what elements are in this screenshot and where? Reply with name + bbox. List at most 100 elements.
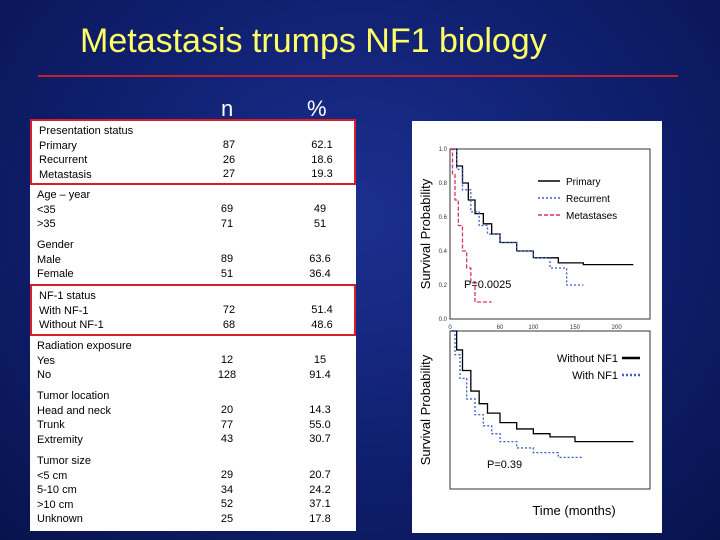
row-pct: 15 xyxy=(313,354,327,366)
row-pct: 20.7 xyxy=(309,469,331,481)
row-label: Extremity xyxy=(37,433,83,446)
survival-curve-metastases xyxy=(450,148,492,303)
row-pct: 63.6 xyxy=(309,253,331,265)
title-divider xyxy=(38,75,678,77)
table-section-presentation: Presentation status Primary Recurrent Me… xyxy=(30,119,356,185)
plot-frame xyxy=(449,148,651,320)
row-pct: 37.1 xyxy=(309,498,331,510)
row-pct: 51 xyxy=(313,217,327,230)
survival-plot-presentation: Survival Probability 0 60 100 150 200 0.0 0.2 0… xyxy=(418,147,651,331)
x-axis-label: Time (months) xyxy=(532,503,615,518)
row-label: >10 cm xyxy=(37,498,74,511)
x-tick-label: 60 xyxy=(497,325,504,331)
section-heading: NF-1 status xyxy=(39,290,96,302)
survival-plots: Survival Probability 0 60 100 150 200 0.0 0.2 0… xyxy=(418,147,651,518)
survival-plots-panel: Survival Probability 0 60 100 150 200 0.0 0.2 0… xyxy=(412,121,662,533)
row-pct: 91.4 xyxy=(309,368,331,381)
table-section-size: Tumor size <5 cm 5-10 cm >10 cm Unknown … xyxy=(30,451,356,531)
section-heading: Radiation exposure xyxy=(37,340,132,352)
row-n: 69 xyxy=(220,203,234,215)
row-n: 25 xyxy=(220,512,234,525)
row-label: <35 xyxy=(37,203,56,216)
legend-label: Primary xyxy=(566,177,600,188)
legend-label: With NF1 xyxy=(572,370,618,382)
row-label: Yes xyxy=(37,354,55,367)
row-label: Metastasis xyxy=(39,168,92,181)
survival-curve-recurrent xyxy=(450,148,584,286)
row-n: 128 xyxy=(217,368,237,381)
x-tick-label: 100 xyxy=(528,325,539,331)
y-axis-label: Survival Probability xyxy=(418,354,433,465)
row-pct: 19.3 xyxy=(311,168,333,180)
legend-label: Recurrent xyxy=(566,194,610,205)
row-label: With NF-1 xyxy=(39,304,89,317)
y-axis-label: Survival Probability xyxy=(418,178,433,289)
table-section-radiation: Radiation exposure Yes No 12 128 15 91.4 xyxy=(30,336,356,386)
row-label: 5-10 cm xyxy=(37,484,77,496)
p-value-annotation: P=0.0025 xyxy=(464,279,511,291)
row-n: 26 xyxy=(222,153,236,166)
row-pct: 36.4 xyxy=(309,267,331,280)
row-label: Unknown xyxy=(37,513,83,525)
slide-title: Metastasis trumps NF1 biology xyxy=(80,22,547,60)
row-n: 89 xyxy=(220,253,234,265)
table-section-age: Age – year <35 >35 69 71 49 51 xyxy=(30,185,356,235)
row-n: 43 xyxy=(220,433,234,445)
table-section-nf1: NF-1 status With NF-1 Without NF-1 72 68… xyxy=(30,284,356,336)
legend-label: Without NF1 xyxy=(557,353,618,365)
row-pct: 18.6 xyxy=(311,153,333,166)
y-tick-label: 0.0 xyxy=(439,317,448,323)
survival-curve-primary xyxy=(450,148,634,266)
y-tick-label: 0.8 xyxy=(439,181,448,187)
row-n: 34 xyxy=(220,483,234,496)
section-heading: Age – year xyxy=(37,189,91,201)
row-n: 87 xyxy=(222,139,236,151)
table-section-location: Tumor location Head and neck Trunk Extre… xyxy=(30,386,356,450)
row-label: >35 xyxy=(37,218,56,230)
y-tick-label: 0.2 xyxy=(439,283,448,289)
row-label: Recurrent xyxy=(39,154,88,166)
survival-curve-with-nf1 xyxy=(450,330,584,459)
p-value-annotation: P=0.39 xyxy=(487,459,522,471)
row-n: 72 xyxy=(222,304,236,316)
y-tick-label: 1.0 xyxy=(439,147,448,153)
row-n: 77 xyxy=(220,418,234,431)
x-tick-label: 200 xyxy=(612,325,623,331)
row-n: 68 xyxy=(222,318,236,331)
survival-plot-nf1: Survival Probability Without NF1 With NF1… xyxy=(418,330,651,518)
plot-frame xyxy=(449,330,651,490)
row-n: 29 xyxy=(220,469,234,481)
row-n: 27 xyxy=(222,168,236,180)
section-heading: Tumor size xyxy=(37,455,91,467)
x-tick-label: 0 xyxy=(448,325,452,331)
survival-curve-without-nf1 xyxy=(450,330,634,443)
row-label: <5 cm xyxy=(37,469,68,482)
column-header-percent: % xyxy=(307,96,327,121)
row-pct: 17.8 xyxy=(309,512,331,525)
demographics-table xyxy=(30,121,356,531)
row-label: Male xyxy=(37,253,61,266)
section-heading: Presentation status xyxy=(39,125,134,137)
x-tick-label: 150 xyxy=(570,325,581,331)
row-label: No xyxy=(37,369,52,381)
row-pct: 49 xyxy=(313,203,327,215)
row-n: 71 xyxy=(220,217,234,230)
table-section-gender: Gender Male Female 89 51 63.6 36.4 xyxy=(30,235,356,285)
row-pct: 51.4 xyxy=(311,304,333,316)
section-heading: Gender xyxy=(37,239,74,251)
row-n: 51 xyxy=(220,267,234,280)
row-pct: 30.7 xyxy=(309,433,331,445)
row-label: Female xyxy=(37,268,74,280)
row-label: Head and neck xyxy=(37,404,111,417)
row-n: 20 xyxy=(220,404,234,416)
row-pct: 14.3 xyxy=(309,404,331,416)
row-label: Trunk xyxy=(37,419,65,431)
section-heading: Tumor location xyxy=(37,390,110,402)
row-label: Primary xyxy=(39,139,77,152)
row-pct: 48.6 xyxy=(311,318,333,331)
legend-label: Metastases xyxy=(566,211,617,222)
column-header-n: n xyxy=(221,96,234,121)
row-pct: 62.1 xyxy=(311,139,333,151)
row-pct: 55.0 xyxy=(309,418,331,431)
y-tick-label: 0.4 xyxy=(439,249,448,255)
